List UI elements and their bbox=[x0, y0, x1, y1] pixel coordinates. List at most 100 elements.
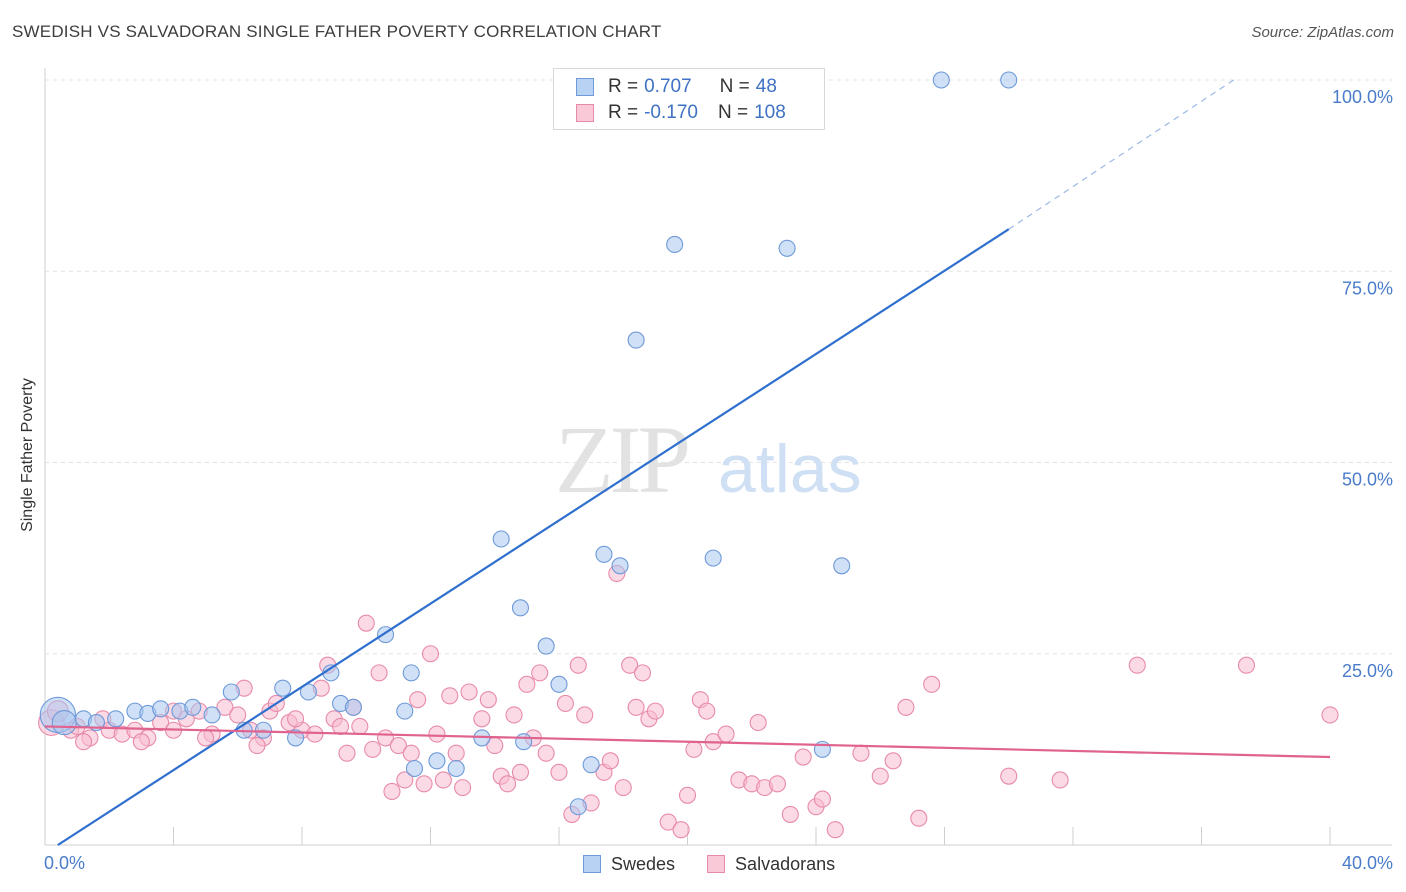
source-label: Source: ZipAtlas.com bbox=[1251, 24, 1394, 41]
legend-n-value: 48 bbox=[755, 76, 777, 97]
salvadorans-point bbox=[287, 710, 305, 728]
legend-r-label: R = bbox=[608, 102, 639, 123]
salvadorans-point bbox=[537, 744, 555, 762]
swedes-point bbox=[428, 752, 446, 770]
legend-r-value: 0.707 bbox=[644, 76, 692, 97]
salvadorans-point bbox=[499, 775, 517, 793]
salvadorans-point bbox=[698, 702, 716, 720]
salvadorans-point bbox=[531, 664, 549, 682]
swedes-point bbox=[778, 239, 796, 257]
swedes-point bbox=[107, 710, 125, 728]
legend-r-label: R = bbox=[608, 76, 639, 97]
chart-title: SWEDISH VS SALVADORAN SINGLE FATHER POVE… bbox=[12, 22, 662, 41]
swedes-point bbox=[447, 759, 465, 778]
swedes-point bbox=[184, 698, 202, 716]
swedes-point bbox=[152, 700, 170, 718]
swedes-point bbox=[287, 729, 305, 747]
salvadorans-point bbox=[627, 698, 645, 716]
salvadorans-point bbox=[646, 702, 664, 720]
salvadorans-point bbox=[749, 714, 767, 732]
legend-swatch-salvadorans bbox=[576, 104, 594, 122]
series-legend: Swedes Salvadorans bbox=[583, 852, 867, 876]
legend-item-salvadorans[interactable]: Salvadorans bbox=[707, 854, 835, 875]
legend-swatch-salvadorans bbox=[707, 855, 726, 873]
swedes-point bbox=[203, 706, 221, 724]
salvadorans-point bbox=[910, 809, 928, 827]
salvadorans-point bbox=[473, 710, 491, 728]
swedes-trend-extension bbox=[1008, 79, 1234, 230]
salvadorans-point bbox=[621, 656, 639, 674]
swedes-point bbox=[582, 756, 600, 774]
salvadorans-point bbox=[447, 744, 465, 762]
salvadorans-point bbox=[357, 614, 375, 632]
y-tick-label: 50.0% bbox=[1342, 470, 1393, 490]
salvadorans-point bbox=[511, 763, 530, 781]
salvadorans-point bbox=[1321, 706, 1339, 724]
salvadorans-point bbox=[923, 675, 941, 693]
salvadorans-point bbox=[794, 748, 812, 766]
swedes-point bbox=[405, 759, 423, 778]
salvadorans-point bbox=[396, 771, 414, 789]
swedes-point bbox=[396, 702, 414, 720]
watermark-zip: ZIP bbox=[555, 406, 688, 513]
salvadorans-point bbox=[1000, 767, 1018, 785]
salvadorans-point bbox=[601, 752, 619, 770]
salvadorans-point bbox=[550, 763, 568, 781]
salvadorans-point bbox=[351, 717, 369, 735]
salvadorans-point bbox=[331, 717, 350, 735]
salvadorans-point bbox=[338, 744, 356, 762]
swedes-point bbox=[595, 545, 613, 563]
swedes-point bbox=[550, 675, 568, 693]
y-tick-label: 100.0% bbox=[1332, 87, 1393, 107]
salvadorans-point bbox=[75, 733, 93, 751]
salvadorans-point bbox=[633, 664, 652, 682]
legend-item-swedes[interactable]: Swedes bbox=[583, 854, 675, 875]
salvadorans-point bbox=[428, 725, 446, 743]
swedes-point bbox=[666, 235, 684, 254]
salvadorans-point bbox=[370, 664, 388, 682]
x-tick-label-min: 0.0% bbox=[44, 853, 85, 873]
salvadorans-point bbox=[569, 656, 587, 674]
swedes-point bbox=[515, 733, 533, 751]
legend-label-salvadorans: Salvadorans bbox=[735, 853, 836, 874]
trend-lines bbox=[44, 79, 1331, 846]
swedes-point bbox=[51, 710, 77, 736]
salvadorans-point bbox=[781, 805, 799, 823]
salvadorans-point bbox=[479, 691, 497, 709]
correlation-legend: R = 0.707 N = 48 R = -0.170 N = 108 bbox=[553, 68, 825, 130]
salvadorans-point bbox=[1128, 656, 1146, 674]
legend-label-swedes: Swedes bbox=[611, 853, 676, 874]
salvadorans-point bbox=[197, 729, 215, 747]
salvadorans-point bbox=[678, 786, 697, 804]
y-tick-label: 25.0% bbox=[1342, 661, 1393, 681]
salvadorans-point bbox=[383, 782, 401, 801]
salvadorans-point bbox=[402, 744, 420, 762]
swedes-point bbox=[833, 557, 851, 575]
swedes-trend-line bbox=[57, 228, 1010, 846]
swedes-point bbox=[932, 71, 950, 89]
salvadorans-point bbox=[454, 779, 472, 797]
swedes-point bbox=[492, 530, 510, 548]
salvadorans-point bbox=[1237, 656, 1256, 674]
swedes-points bbox=[39, 71, 1018, 816]
swedes-point bbox=[537, 637, 555, 655]
legend-n-label: N = bbox=[719, 76, 750, 97]
swedes-point bbox=[704, 549, 722, 567]
salvadorans-point bbox=[685, 740, 703, 758]
salvadorans-point bbox=[897, 698, 915, 716]
salvadorans-point bbox=[871, 767, 889, 785]
watermark: ZIP atlas bbox=[555, 406, 862, 513]
swedes-point bbox=[344, 698, 362, 716]
salvadorans-point bbox=[248, 736, 266, 755]
salvadorans-point bbox=[216, 698, 234, 716]
swedes-point bbox=[611, 557, 629, 575]
swedes-point bbox=[569, 798, 587, 816]
legend-row-salvadorans: R = -0.170 N = 108 bbox=[576, 101, 786, 125]
salvadorans-trend-line bbox=[44, 725, 1331, 759]
swedes-point bbox=[274, 679, 292, 697]
salvadorans-point bbox=[717, 725, 735, 743]
grid-lines bbox=[45, 79, 1392, 655]
salvadorans-point bbox=[852, 744, 870, 762]
salvadorans-point bbox=[813, 790, 831, 808]
swedes-point bbox=[402, 664, 420, 682]
